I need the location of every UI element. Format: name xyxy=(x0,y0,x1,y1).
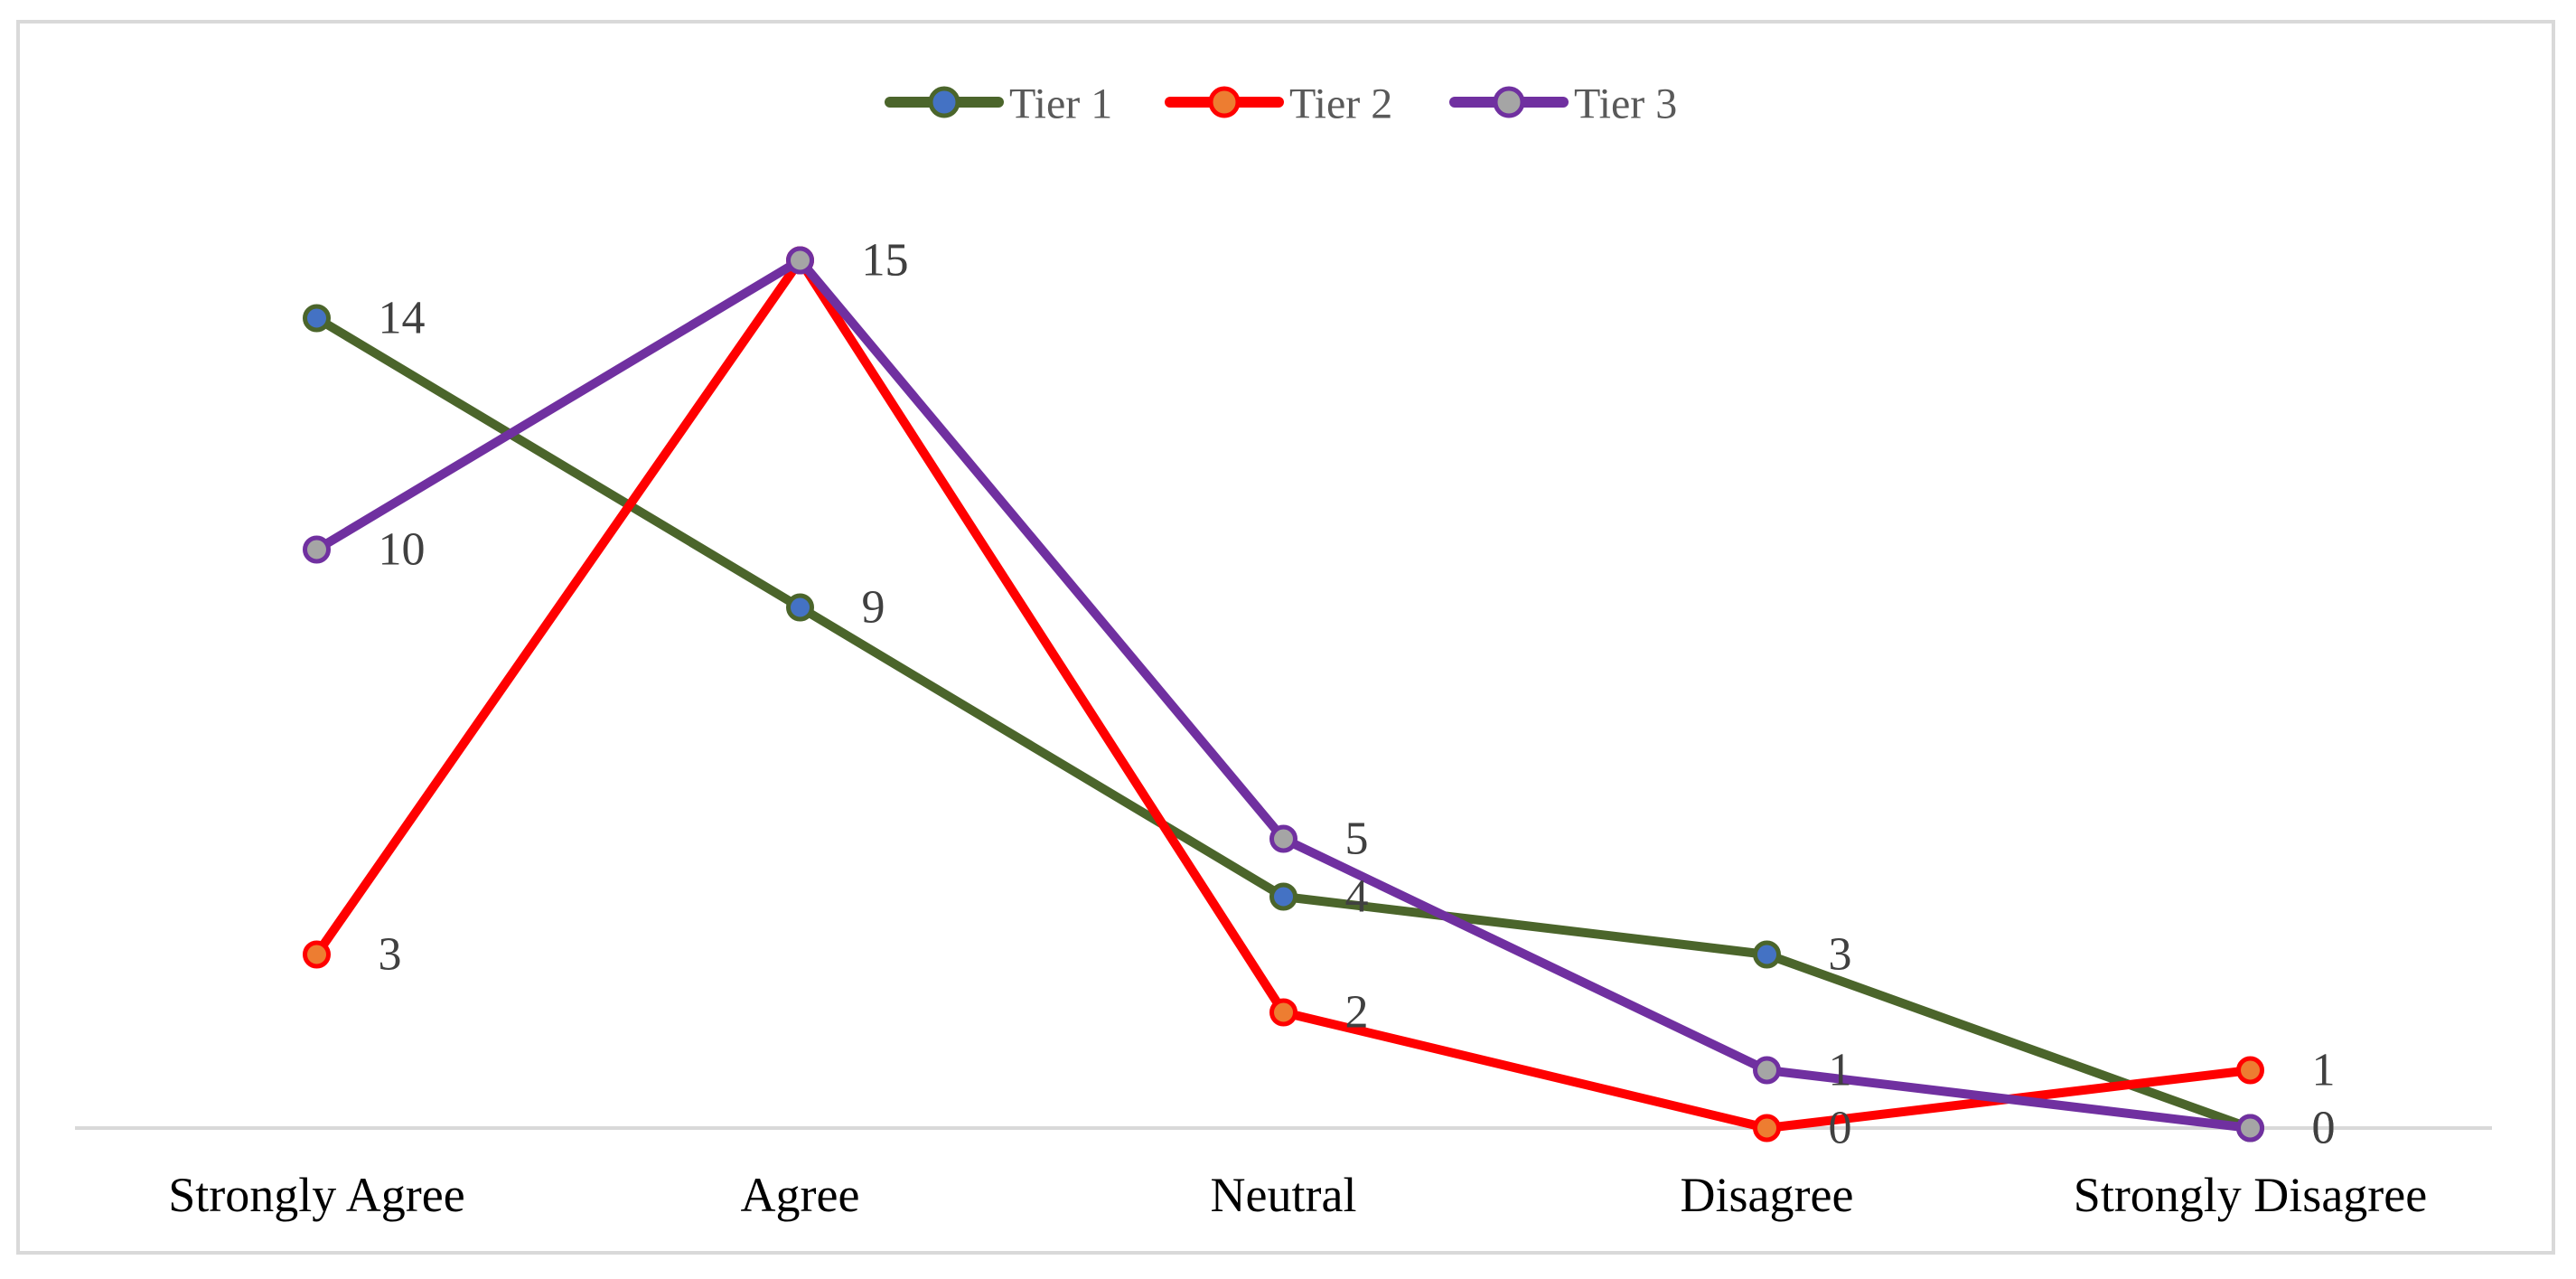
legend-marker-icon xyxy=(928,86,960,118)
data-point-marker xyxy=(1753,1114,1781,1143)
data-label: 14 xyxy=(379,293,426,344)
data-label: 1 xyxy=(1829,1045,1852,1096)
legend-item-tier-2: Tier 2 xyxy=(1165,80,1392,128)
x-axis-label: Strongly Disagree xyxy=(2074,1168,2427,1222)
data-label: 5 xyxy=(1345,813,1369,865)
data-label: 10 xyxy=(379,524,426,576)
data-point-marker xyxy=(1269,998,1297,1027)
series-tier-3 xyxy=(303,246,2264,1143)
legend-marker-icon xyxy=(1208,86,1241,118)
data-point-marker xyxy=(1753,1056,1781,1085)
data-label: 4 xyxy=(1345,871,1369,923)
data-label: 0 xyxy=(2312,1103,2336,1154)
data-label: 1 xyxy=(2312,1045,2336,1096)
data-point-marker xyxy=(303,304,331,333)
data-point-marker xyxy=(786,246,814,275)
legend-label: Tier 1 xyxy=(1009,80,1112,128)
legend-marker-icon xyxy=(1493,86,1525,118)
legend-item-tier-3: Tier 3 xyxy=(1449,80,1677,128)
x-axis-label: Disagree xyxy=(1681,1168,1854,1222)
data-point-marker xyxy=(2236,1056,2264,1085)
data-point-marker xyxy=(786,593,814,622)
data-point-marker xyxy=(1269,882,1297,911)
x-axis-label: Strongly Agree xyxy=(168,1168,464,1222)
data-point-marker xyxy=(303,535,331,564)
data-point-marker xyxy=(2236,1114,2264,1143)
data-label: 15 xyxy=(862,235,909,287)
data-label: 2 xyxy=(1345,987,1369,1039)
data-label: 0 xyxy=(1829,1103,1852,1154)
data-point-marker xyxy=(1269,824,1297,853)
legend: Tier 1 Tier 2 Tier 3 xyxy=(885,80,1677,128)
x-axis-labels: Strongly Agree Agree Neutral Disagree Strong… xyxy=(168,1168,2427,1222)
data-label: 9 xyxy=(862,582,885,634)
data-label: 3 xyxy=(379,929,402,981)
data-label: 3 xyxy=(1829,929,1852,981)
legend-item-tier-1: Tier 1 xyxy=(885,80,1112,128)
x-axis-label: Neutral xyxy=(1211,1168,1357,1222)
legend-label: Tier 3 xyxy=(1574,80,1677,128)
data-point-marker xyxy=(1753,940,1781,969)
chart-border xyxy=(16,20,2555,1255)
data-label: 0 xyxy=(2312,1103,2336,1154)
x-axis-label: Agree xyxy=(741,1168,860,1222)
data-label: 15 xyxy=(862,235,909,287)
data-point-marker xyxy=(303,940,331,969)
legend-label: Tier 2 xyxy=(1289,80,1392,128)
